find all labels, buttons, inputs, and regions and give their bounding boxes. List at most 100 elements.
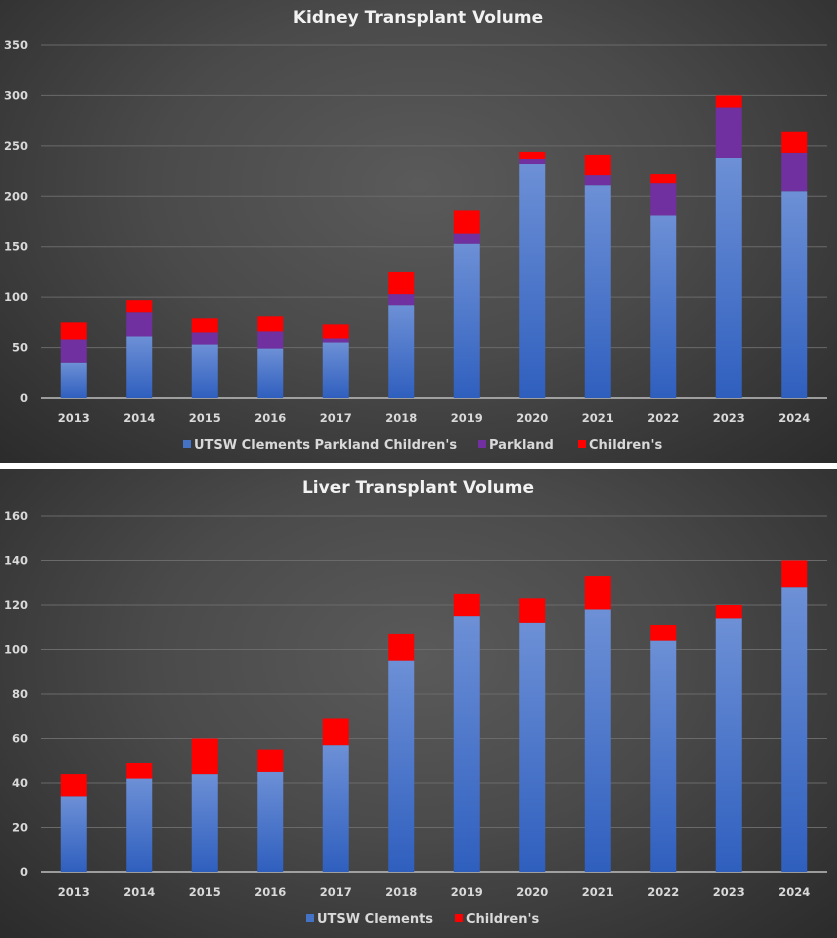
- liver-bar-2015-series-0: [191, 774, 218, 872]
- liver-xtick-label: 2013: [58, 885, 90, 899]
- kidney-bar-2023-series-2: [715, 95, 742, 108]
- kidney-xtick-label: 2017: [320, 411, 352, 425]
- kidney-legend-label: Children's: [589, 438, 662, 453]
- kidney-xtick-label: 2013: [58, 411, 90, 425]
- liver-ytick-label: 120: [4, 598, 28, 612]
- kidney-bar-2021-series-1: [584, 175, 611, 186]
- kidney-bar-2013-series-1: [60, 339, 87, 363]
- liver-bar-2019-series-1: [453, 593, 480, 617]
- kidney-xtick-label: 2015: [189, 411, 221, 425]
- kidney-bar-2019-series-1: [453, 233, 480, 244]
- liver-ytick-label: 80: [12, 687, 28, 701]
- liver-xtick-label: 2018: [385, 885, 417, 899]
- kidney-xtick-label: 2021: [582, 411, 614, 425]
- kidney-xtick-label: 2020: [516, 411, 548, 425]
- kidney-legend-swatch: [478, 440, 486, 448]
- liver-bar-2020-series-1: [519, 598, 546, 623]
- liver-xtick-label: 2020: [516, 885, 548, 899]
- liver-xtick-label: 2023: [713, 885, 745, 899]
- liver-xtick-label: 2019: [451, 885, 483, 899]
- liver-bar-2024-series-0: [781, 587, 808, 872]
- liver-chart-title: Liver Transplant Volume: [302, 478, 534, 498]
- kidney-legend-label: UTSW Clements Parkland Children's: [194, 438, 457, 453]
- kidney-legend-swatch: [578, 440, 586, 448]
- kidney-chart-title: Kidney Transplant Volume: [293, 8, 543, 28]
- kidney-bar-2014-series-0: [126, 336, 153, 398]
- kidney-ytick-label: 250: [4, 139, 28, 153]
- liver-bar-2022-series-1: [650, 625, 677, 641]
- liver-xtick-label: 2016: [254, 885, 286, 899]
- kidney-xtick-label: 2014: [123, 411, 155, 425]
- kidney-bar-2017-series-0: [322, 342, 349, 398]
- liver-bar-2016-series-0: [257, 771, 284, 872]
- liver-ytick-label: 160: [4, 509, 28, 523]
- kidney-bar-2022-series-0: [650, 215, 677, 398]
- liver-bar-2020-series-0: [519, 622, 546, 872]
- liver-bar-2015-series-1: [191, 738, 218, 775]
- kidney-ytick-label: 150: [4, 240, 28, 254]
- liver-bar-2023-series-1: [715, 605, 742, 619]
- liver-ytick-label: 60: [12, 732, 28, 746]
- kidney-xtick-label: 2024: [778, 411, 810, 425]
- liver-ytick-label: 100: [4, 643, 28, 657]
- kidney-bar-2018-series-2: [388, 271, 415, 295]
- kidney-bar-2023-series-0: [715, 157, 742, 398]
- liver-legend-swatch: [455, 914, 463, 922]
- liver-ytick-label: 40: [12, 776, 28, 790]
- kidney-xtick-label: 2016: [254, 411, 286, 425]
- kidney-bar-2017-series-2: [322, 324, 349, 339]
- chart-separator: [0, 463, 837, 469]
- kidney-legend-label: Parkland: [489, 438, 554, 453]
- kidney-bar-2022-series-1: [650, 183, 677, 216]
- kidney-bar-2022-series-2: [650, 174, 677, 184]
- kidney-bar-2015-series-1: [191, 332, 218, 345]
- liver-ytick-label: 140: [4, 554, 28, 568]
- kidney-bar-2024-series-0: [781, 191, 808, 398]
- liver-ytick-label: 20: [12, 821, 28, 835]
- kidney-bar-2021-series-2: [584, 154, 611, 176]
- kidney-xtick-label: 2019: [451, 411, 483, 425]
- kidney-bar-2024-series-1: [781, 152, 808, 192]
- liver-bar-2018-series-1: [388, 633, 415, 661]
- liver-bar-2016-series-1: [257, 749, 284, 772]
- kidney-bar-2016-series-2: [257, 316, 284, 332]
- liver-bar-2013-series-1: [60, 774, 87, 797]
- liver-legend-label: Children's: [466, 912, 539, 927]
- liver-xtick-label: 2021: [582, 885, 614, 899]
- liver-bar-2014-series-1: [126, 762, 153, 779]
- kidney-ytick-label: 100: [4, 290, 28, 304]
- kidney-bar-2020-series-0: [519, 164, 546, 398]
- kidney-bar-2016-series-1: [257, 331, 284, 349]
- liver-legend-label: UTSW Clements: [317, 912, 433, 927]
- liver-bar-2019-series-0: [453, 616, 480, 872]
- liver-bar-2013-series-0: [60, 796, 87, 872]
- kidney-chart-panel: Kidney Transplant Volume 0 50 100 150 200 250…: [0, 0, 837, 463]
- liver-xtick-label: 2017: [320, 885, 352, 899]
- kidney-xtick-label: 2022: [647, 411, 679, 425]
- kidney-bar-2014-series-2: [126, 300, 153, 313]
- liver-bar-2021-series-1: [584, 576, 611, 610]
- kidney-bar-2014-series-1: [126, 312, 153, 337]
- kidney-xtick-label: 2023: [713, 411, 745, 425]
- kidney-ytick-label: 0: [20, 391, 28, 405]
- kidney-xtick-label: 2018: [385, 411, 417, 425]
- kidney-bar-2013-series-2: [60, 322, 87, 340]
- kidney-bar-2016-series-0: [257, 348, 284, 398]
- liver-xtick-label: 2022: [647, 885, 679, 899]
- kidney-legend-swatch: [183, 440, 191, 448]
- kidney-bar-2020-series-2: [519, 151, 546, 159]
- kidney-bar-2013-series-0: [60, 362, 87, 398]
- kidney-bar-2019-series-0: [453, 243, 480, 398]
- liver-bar-2018-series-0: [388, 660, 415, 872]
- liver-xtick-label: 2015: [189, 885, 221, 899]
- kidney-ytick-label: 350: [4, 38, 28, 52]
- kidney-bar-2020-series-1: [519, 158, 546, 165]
- kidney-bar-2024-series-2: [781, 131, 808, 153]
- liver-legend-swatch: [306, 914, 314, 922]
- kidney-bar-2018-series-0: [388, 305, 415, 398]
- kidney-bar-2017-series-1: [322, 338, 349, 343]
- liver-bar-2021-series-0: [584, 609, 611, 872]
- kidney-bar-2019-series-2: [453, 210, 480, 234]
- kidney-chart: Kidney Transplant Volume 0 50 100 150 200 250…: [4, 8, 827, 453]
- kidney-ytick-label: 300: [4, 88, 28, 102]
